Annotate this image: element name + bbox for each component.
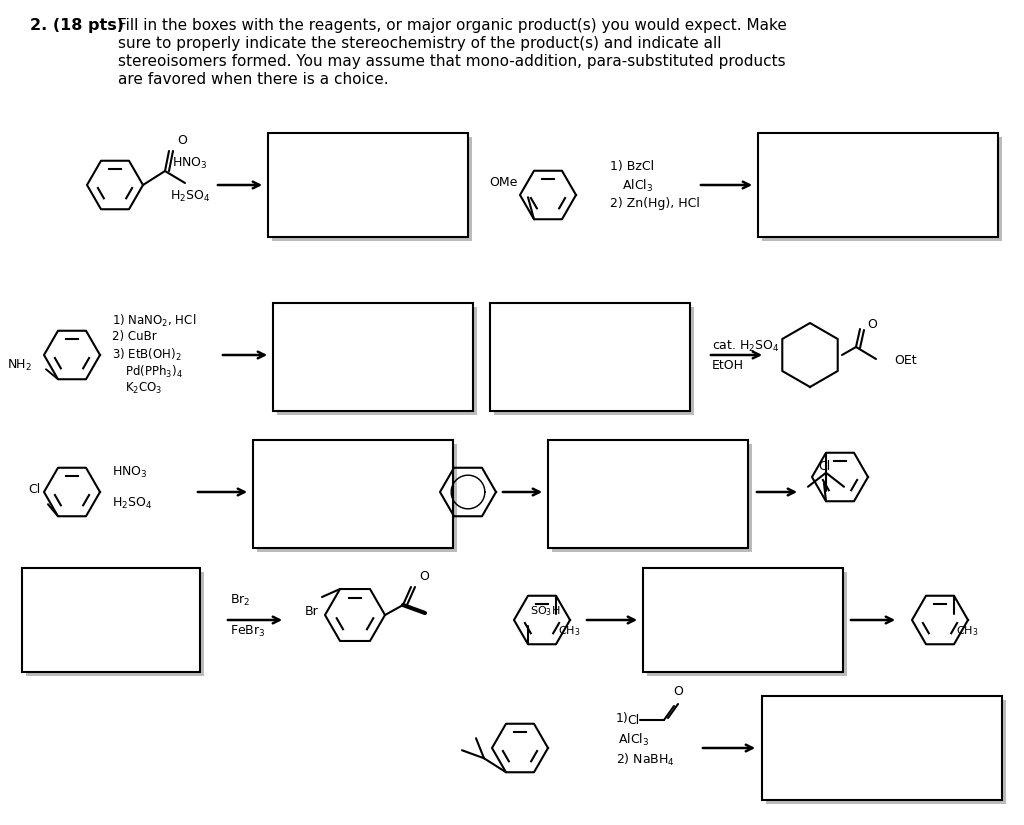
- Bar: [548, 440, 748, 548]
- Bar: [758, 133, 998, 237]
- Text: Cl: Cl: [628, 714, 640, 727]
- Text: 1) BzCl: 1) BzCl: [610, 160, 654, 173]
- Text: H$_2$SO$_4$: H$_2$SO$_4$: [112, 496, 153, 512]
- Text: NH$_2$: NH$_2$: [7, 358, 32, 373]
- Text: HNO$_3$: HNO$_3$: [172, 156, 208, 171]
- Bar: [268, 133, 468, 237]
- Text: Pd(PPh$_3$)$_4$: Pd(PPh$_3$)$_4$: [125, 364, 183, 380]
- Text: 2. (18 pts): 2. (18 pts): [30, 18, 124, 33]
- Text: OEt: OEt: [894, 355, 916, 367]
- Text: Br: Br: [304, 605, 318, 618]
- Text: O: O: [177, 134, 186, 147]
- Bar: [762, 137, 1002, 241]
- Text: H$_2$SO$_4$: H$_2$SO$_4$: [170, 189, 210, 204]
- Text: AlCl$_3$: AlCl$_3$: [618, 732, 649, 748]
- Text: CH$_3$: CH$_3$: [558, 624, 581, 638]
- Text: cat. H$_2$SO$_4$: cat. H$_2$SO$_4$: [712, 339, 779, 354]
- Text: stereoisomers formed. You may assume that mono-addition, para-substituted produc: stereoisomers formed. You may assume tha…: [118, 54, 785, 69]
- Bar: [22, 568, 200, 672]
- Bar: [647, 572, 847, 676]
- Bar: [766, 700, 1006, 804]
- Text: CH$_3$: CH$_3$: [956, 624, 979, 638]
- Bar: [490, 303, 690, 411]
- Text: OMe: OMe: [489, 177, 518, 189]
- Text: EtOH: EtOH: [712, 359, 744, 372]
- Text: Cl: Cl: [818, 460, 830, 474]
- Bar: [552, 444, 752, 552]
- Bar: [26, 572, 204, 676]
- Text: sure to properly indicate the stereochemistry of the product(s) and indicate all: sure to properly indicate the stereochem…: [118, 36, 722, 51]
- Text: 1): 1): [616, 712, 629, 725]
- Text: K$_2$CO$_3$: K$_2$CO$_3$: [125, 381, 163, 396]
- Text: 2) Zn(Hg), HCl: 2) Zn(Hg), HCl: [610, 197, 699, 210]
- Bar: [494, 307, 694, 415]
- Text: are favored when there is a choice.: are favored when there is a choice.: [118, 72, 389, 87]
- Text: Br$_2$: Br$_2$: [230, 593, 251, 608]
- Bar: [278, 307, 477, 415]
- Text: O: O: [867, 318, 877, 332]
- Text: AlCl$_3$: AlCl$_3$: [622, 178, 653, 194]
- Text: 2) CuBr: 2) CuBr: [112, 330, 157, 343]
- Text: FeBr$_3$: FeBr$_3$: [230, 624, 265, 639]
- Text: O: O: [673, 685, 683, 698]
- Text: HNO$_3$: HNO$_3$: [112, 465, 147, 480]
- Bar: [272, 137, 472, 241]
- Text: O: O: [419, 570, 429, 583]
- Bar: [253, 440, 453, 548]
- Bar: [643, 568, 843, 672]
- Text: 3) EtB(OH)$_2$: 3) EtB(OH)$_2$: [112, 347, 181, 363]
- Bar: [257, 444, 457, 552]
- Text: 2) NaBH$_4$: 2) NaBH$_4$: [616, 752, 675, 768]
- Text: 1) NaNO$_2$, HCl: 1) NaNO$_2$, HCl: [112, 313, 197, 329]
- Text: Cl: Cl: [28, 483, 40, 497]
- Bar: [273, 303, 473, 411]
- Text: SO$_3$H: SO$_3$H: [530, 605, 560, 618]
- Bar: [762, 696, 1002, 800]
- Text: Fill in the boxes with the reagents, or major organic product(s) you would expec: Fill in the boxes with the reagents, or …: [118, 18, 786, 33]
